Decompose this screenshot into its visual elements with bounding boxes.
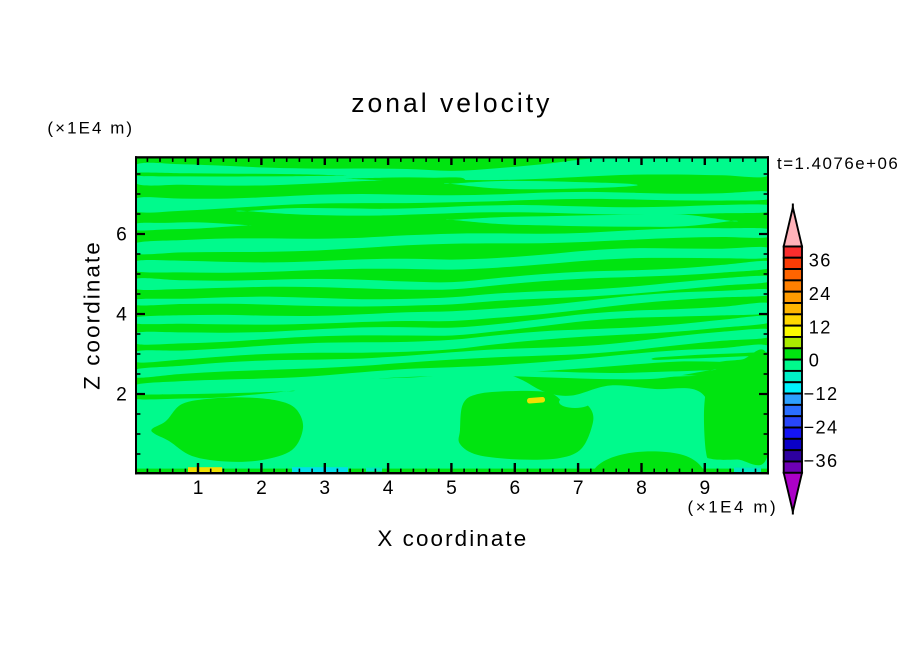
svg-text:4: 4 (116, 305, 127, 326)
svg-text:−12: −12 (804, 384, 839, 404)
svg-text:0: 0 (809, 351, 821, 371)
svg-text:Z coordinate: Z coordinate (80, 240, 105, 390)
svg-text:4: 4 (383, 478, 394, 499)
svg-text:2: 2 (256, 478, 267, 499)
svg-text:zonal velocity: zonal velocity (351, 88, 552, 118)
svg-text:−36: −36 (804, 451, 839, 471)
svg-text:2: 2 (116, 385, 127, 406)
svg-text:8: 8 (636, 478, 647, 499)
svg-text:6: 6 (509, 478, 520, 499)
svg-text:t=1.4076e+06: t=1.4076e+06 (777, 154, 899, 173)
svg-text:7: 7 (573, 478, 584, 499)
svg-text:24: 24 (809, 284, 832, 304)
svg-text:(×1E4 m): (×1E4 m) (47, 118, 134, 137)
svg-text:36: 36 (809, 250, 832, 270)
svg-text:1: 1 (193, 478, 204, 499)
svg-text:X coordinate: X coordinate (377, 526, 528, 551)
svg-text:12: 12 (809, 317, 832, 337)
svg-text:5: 5 (446, 478, 457, 499)
svg-text:9: 9 (700, 478, 711, 499)
svg-text:6: 6 (116, 225, 127, 246)
svg-text:(×1E4 m): (×1E4 m) (688, 497, 779, 516)
svg-text:−24: −24 (804, 418, 839, 438)
svg-text:3: 3 (319, 478, 330, 499)
